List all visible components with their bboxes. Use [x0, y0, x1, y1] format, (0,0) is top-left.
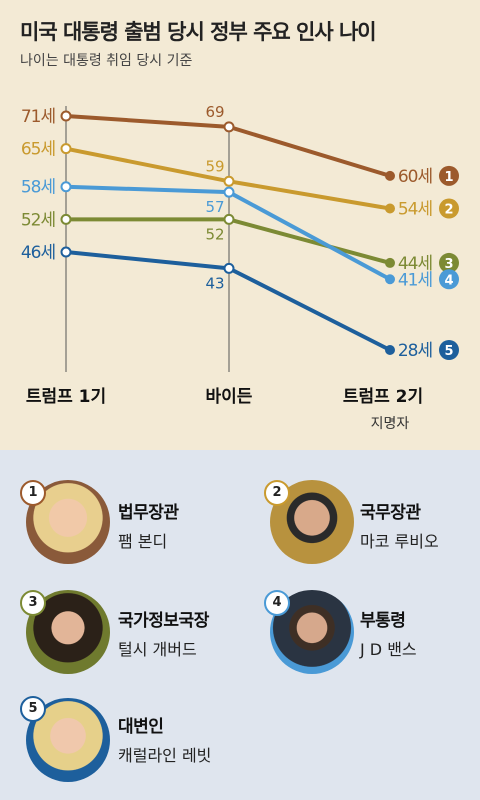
data-point: [223, 121, 235, 133]
role-label: 국가정보국장: [118, 611, 209, 631]
chart-panel: 미국 대통령 출범 당시 정부 주요 인사 나이 나이는 대통령 취임 당시 기…: [20, 20, 459, 432]
people-panel: 1 법무장관 팸 본디 2 국무장관 마코 루비오 3 국가정보국장 털시 개버…: [0, 450, 480, 800]
category-label: 바이든: [206, 387, 253, 407]
series-number-label: 1: [444, 170, 453, 185]
series-number-label: 3: [444, 257, 453, 272]
person-name: J D 밴스: [360, 640, 417, 659]
data-label: 71세: [21, 107, 55, 127]
data-point: [60, 246, 72, 258]
number-badge: 3: [20, 590, 46, 616]
data-point: [60, 181, 72, 193]
role-label: 법무장관: [118, 503, 179, 523]
data-label: 58세: [21, 178, 55, 198]
data-label: 44세: [398, 254, 432, 274]
data-label: 41세: [398, 270, 432, 290]
role-label: 국무장관: [360, 503, 421, 523]
data-label: 52: [205, 225, 224, 243]
data-label: 54세: [398, 200, 432, 220]
data-label: 60세: [398, 167, 432, 187]
data-label: 69: [205, 103, 224, 121]
data-point: [385, 257, 395, 268]
role-label: 부통령: [360, 611, 406, 631]
series-number-badge: [439, 165, 459, 186]
data-point: [223, 186, 235, 198]
number-badge: 1: [20, 480, 46, 506]
series-number-label: 2: [444, 203, 453, 218]
series-number-badge: [439, 340, 459, 360]
data-label: 59: [205, 157, 224, 175]
data-point: [385, 203, 395, 214]
category-label: 트럼프 1기: [26, 387, 106, 407]
chart-subtitle: 나이는 대통령 취임 당시 기준: [20, 53, 193, 69]
category-note: 지명자: [371, 416, 410, 432]
data-point: [60, 110, 72, 122]
data-point: [223, 262, 235, 274]
data-label: 57: [205, 198, 224, 216]
role-label: 대변인: [118, 717, 164, 737]
data-point: [385, 345, 395, 355]
series-number-label: 4: [444, 273, 453, 288]
data-point: [385, 170, 395, 181]
data-point: [223, 175, 235, 187]
data-label: 28세: [398, 341, 432, 361]
data-point: [60, 143, 72, 155]
number-badge: 4: [264, 590, 290, 616]
person-name: 마코 루비오: [360, 532, 439, 551]
data-point: [385, 274, 395, 285]
person-name: 캐럴라인 레빗: [118, 746, 212, 765]
data-point: [60, 213, 72, 225]
series-number-badge: [439, 252, 459, 273]
number-badge: 2: [264, 480, 290, 506]
series-number-label: 5: [444, 344, 453, 359]
data-label: 65세: [21, 140, 55, 160]
data-label: 43: [205, 274, 224, 292]
person-name: 털시 개버드: [118, 640, 197, 659]
category-label: 트럼프 2기: [343, 387, 423, 407]
data-point: [223, 213, 235, 225]
series-number-badge: [439, 198, 459, 219]
number-badge: 5: [20, 696, 46, 722]
data-label: 46세: [21, 243, 55, 263]
chart-title: 미국 대통령 출범 당시 정부 주요 인사 나이: [20, 20, 377, 44]
data-label: 52세: [21, 210, 55, 230]
series-number-badge: [439, 269, 459, 290]
person-name: 팸 본디: [118, 532, 168, 551]
